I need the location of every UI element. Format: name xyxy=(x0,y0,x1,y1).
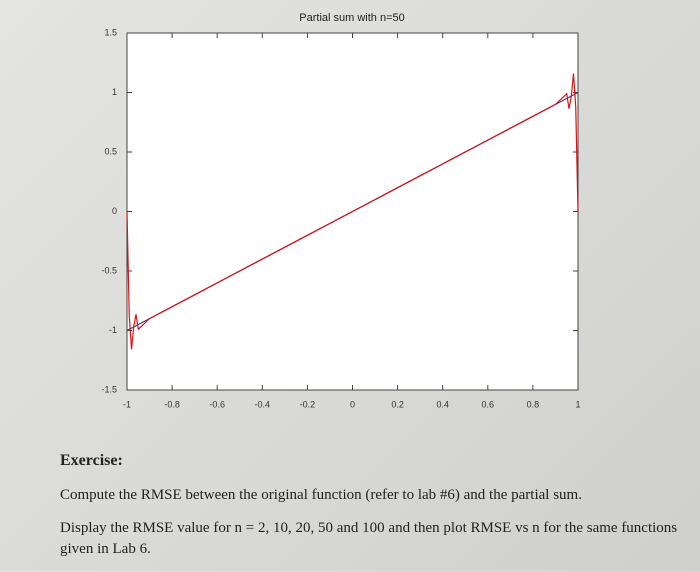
x-tick-label: -0.4 xyxy=(255,399,271,409)
chart: Partial sum with n=50 -1.5 -1 -0.5 0 0.5 1 1.5… xyxy=(101,12,580,409)
y-tick-label: 0.5 xyxy=(104,146,117,156)
x-tick-label: -1 xyxy=(123,399,131,409)
x-tick-label: 0.2 xyxy=(391,399,404,409)
y-tick-label: -0.5 xyxy=(101,265,117,275)
y-tick-label: -1 xyxy=(109,325,117,335)
y-tick-label: -1.5 xyxy=(101,384,117,394)
x-tick-label: -0.2 xyxy=(300,399,316,409)
exercise-text: Compute the RMSE between the original fu… xyxy=(60,487,582,503)
x-tick-label: 0.4 xyxy=(436,399,449,409)
x-tick-label: -0.8 xyxy=(164,399,180,409)
x-tick-label: 0.6 xyxy=(482,399,495,409)
y-tick-label: 1 xyxy=(112,87,117,97)
series-line xyxy=(126,73,579,350)
exercise-heading: Exercise: xyxy=(60,452,123,469)
y-tick-label: 0 xyxy=(112,206,117,216)
x-tick-label: 1 xyxy=(575,399,580,409)
exercise: Exercise: Compute the RMSE between the o… xyxy=(60,450,690,572)
x-tick-label: 0.8 xyxy=(527,399,540,409)
chart-title: Partial sum with n=50 xyxy=(299,12,404,24)
y-tick-label: 1.5 xyxy=(104,27,117,37)
x-tick-label: -0.6 xyxy=(209,399,225,409)
exercise-text: Display the RMSE value for n = 2, 10, 20… xyxy=(60,520,678,557)
x-tick-label: 0 xyxy=(350,399,355,409)
